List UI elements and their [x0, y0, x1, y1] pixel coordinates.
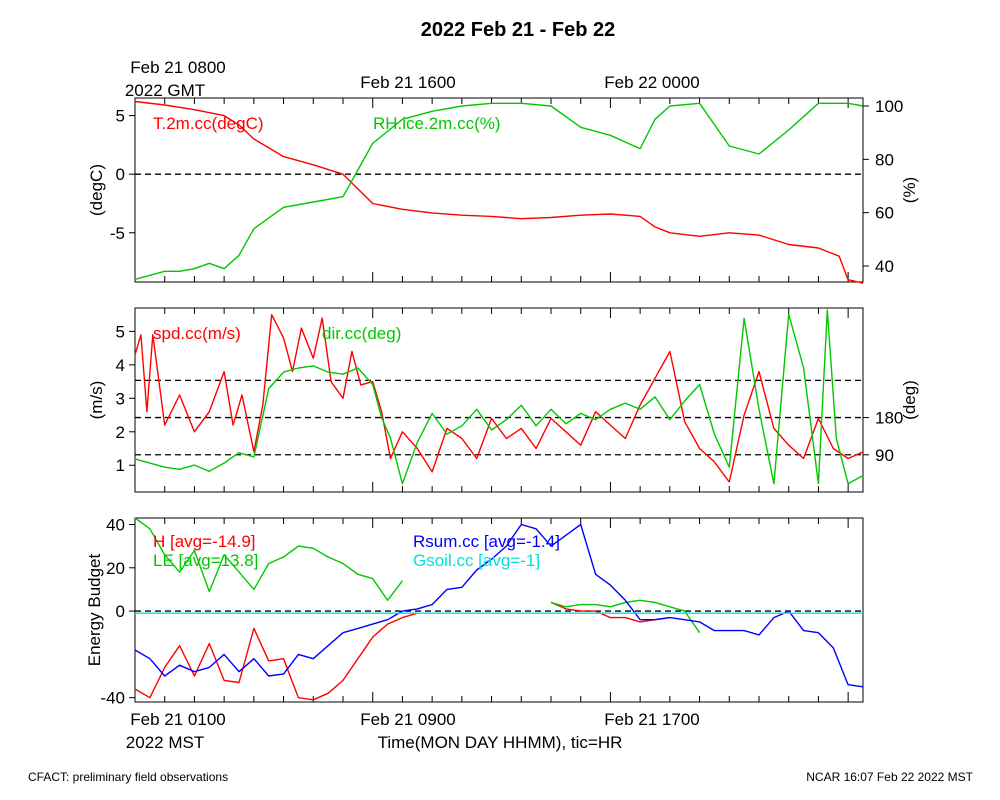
- top-time-label-0: Feb 21 0800: [130, 58, 225, 77]
- bottom-time-label-2: Feb 21 1700: [604, 710, 699, 729]
- series-line-rsum-cc: [134, 523, 864, 688]
- panel-frame: [134, 97, 864, 283]
- legend-le: LE [avg=13.8]: [153, 551, 258, 570]
- legend-spd: spd.cc(m/s): [153, 324, 241, 343]
- y-tick-label: 4: [116, 356, 125, 375]
- y2-tick-label: 60: [875, 204, 894, 223]
- legend-rh: RH.ice.2m.cc(%): [373, 114, 501, 133]
- y2-tick-label: 80: [875, 150, 894, 169]
- y2-tick-label: 90: [875, 446, 894, 465]
- series-line-le: [134, 517, 701, 634]
- y-tick-label: 5: [116, 322, 125, 341]
- panel-frame: [134, 517, 864, 703]
- y-tick-label: 20: [106, 559, 125, 578]
- y-tick-label: 0: [116, 165, 125, 184]
- y2-tick-label: 100: [875, 97, 903, 116]
- footer-right: NCAR 16:07 Feb 22 2022 MST: [806, 770, 973, 784]
- chart-title: 2022 Feb 21 - Feb 22: [421, 19, 616, 41]
- legend-t2m: T.2m.cc(degC): [153, 114, 264, 133]
- panel1-ylabel: (m/s): [87, 381, 106, 420]
- panel0-ylabel: (degC): [87, 164, 106, 216]
- y-tick-label: 40: [106, 515, 125, 534]
- series-line-rh-ice-2m-cc-: [134, 102, 864, 280]
- bottom-time-label-1: Feb 21 0900: [360, 710, 455, 729]
- series-line-dir-cc-deg-: [134, 309, 864, 485]
- y2-tick-label: 180: [875, 409, 903, 428]
- panel2-ylabel: Energy Budget: [85, 553, 104, 666]
- bottom-time-label-0-sub: 2022 MST: [126, 733, 204, 752]
- panel1-y2label: (deg): [900, 380, 919, 420]
- top-time-label-1: Feb 21 1600: [360, 73, 455, 92]
- y2-tick-label: 40: [875, 257, 894, 276]
- y-tick-label: 3: [116, 389, 125, 408]
- series-line-t-2m-cc-degc-: [134, 100, 864, 284]
- panel0-y2label: (%): [900, 177, 919, 203]
- series-line-spd-cc-m-s-: [134, 314, 864, 483]
- y-tick-label: -40: [100, 689, 125, 708]
- bottom-time-label-0: Feb 21 0100: [130, 710, 225, 729]
- y-tick-label: -5: [110, 224, 125, 243]
- top-time-label-2: Feb 22 0000: [604, 73, 699, 92]
- wind-panel: 5 4 3 2 1 180 90: [116, 307, 903, 493]
- legend-gsoil: Gsoil.cc [avg=-1]: [413, 551, 540, 570]
- y-tick-label: 2: [116, 423, 125, 442]
- series-line-h: [134, 601, 670, 701]
- panel-frame: [134, 307, 864, 493]
- top-time-label-0-sub: 2022 GMT: [125, 81, 205, 100]
- legend-h: H [avg=-14.9]: [153, 532, 256, 551]
- legend-dir: dir.cc(deg): [322, 324, 401, 343]
- y-tick-label: 1: [116, 456, 125, 475]
- temperature-humidity-panel: 5 0 -5 100 80 60 40: [110, 97, 903, 284]
- energy-budget-panel: 40 20 0 -40: [100, 515, 864, 708]
- x-axis-label: Time(MON DAY HHMM), tic=HR: [378, 733, 623, 752]
- footer-left: CFACT: preliminary field observations: [28, 770, 228, 784]
- legend-rsum: Rsum.cc [avg=-1.4]: [413, 532, 560, 551]
- y-tick-label: 5: [116, 107, 125, 126]
- y-tick-label: 0: [116, 602, 125, 621]
